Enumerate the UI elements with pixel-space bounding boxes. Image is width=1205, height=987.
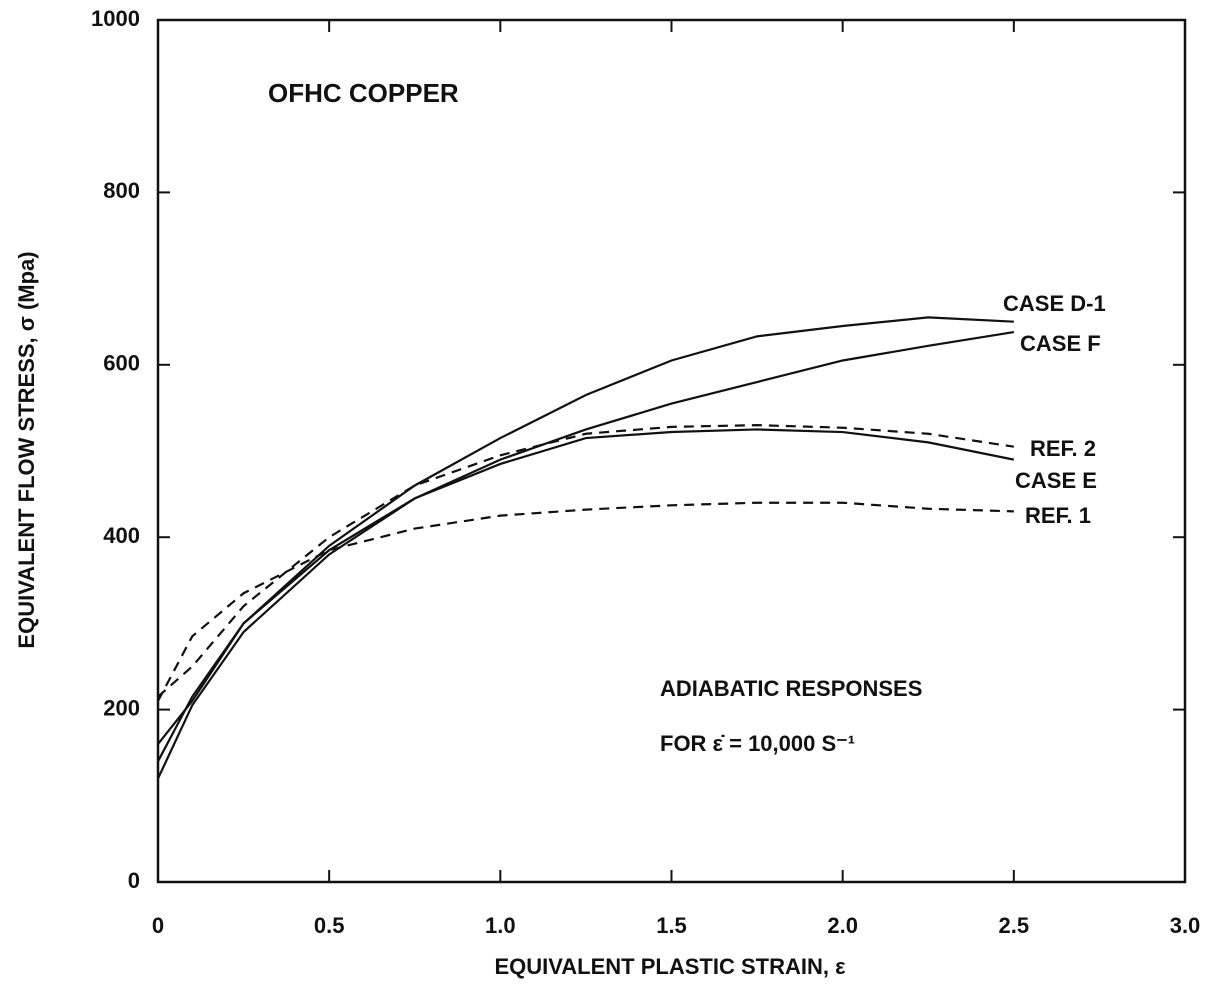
annotation: ADIABATIC RESPONSES xyxy=(660,676,922,701)
y-tick-label: 200 xyxy=(103,695,140,720)
series-line xyxy=(157,330,1015,780)
series-label: REF. 1 xyxy=(1025,503,1091,528)
series-label: CASE D-1 xyxy=(1003,291,1106,316)
y-tick-label: 0 xyxy=(128,868,140,893)
series-line xyxy=(157,501,1014,702)
x-tick-label: 2.5 xyxy=(999,913,1030,938)
series-line xyxy=(157,428,1015,745)
x-axis-label: EQUIVALENT PLASTIC STRAIN, ε xyxy=(494,954,846,979)
series-label: CASE E xyxy=(1015,468,1097,493)
y-tick-label: 1000 xyxy=(91,6,140,31)
x-tick-label: 3.0 xyxy=(1170,913,1201,938)
x-tick-label: 0 xyxy=(152,913,164,938)
x-tick-label: 1.5 xyxy=(656,913,687,938)
x-tick-label: 2.0 xyxy=(827,913,858,938)
y-tick-label: 600 xyxy=(103,351,140,376)
x-tick-label: 0.5 xyxy=(314,913,345,938)
series-label: CASE F xyxy=(1020,331,1101,356)
title-annotation: OFHC COPPER xyxy=(268,78,459,108)
x-tick-label: 1.0 xyxy=(485,913,516,938)
y-tick-label: 800 xyxy=(103,178,140,203)
annotation: FOR ε̇ = 10,000 S⁻¹ xyxy=(660,731,855,756)
y-tick-label: 400 xyxy=(103,523,140,548)
series-label: REF. 2 xyxy=(1030,436,1096,461)
series-line xyxy=(157,424,1014,698)
y-axis-label: EQUIVALENT FLOW STRESS, σ (Mpa) xyxy=(14,251,39,648)
